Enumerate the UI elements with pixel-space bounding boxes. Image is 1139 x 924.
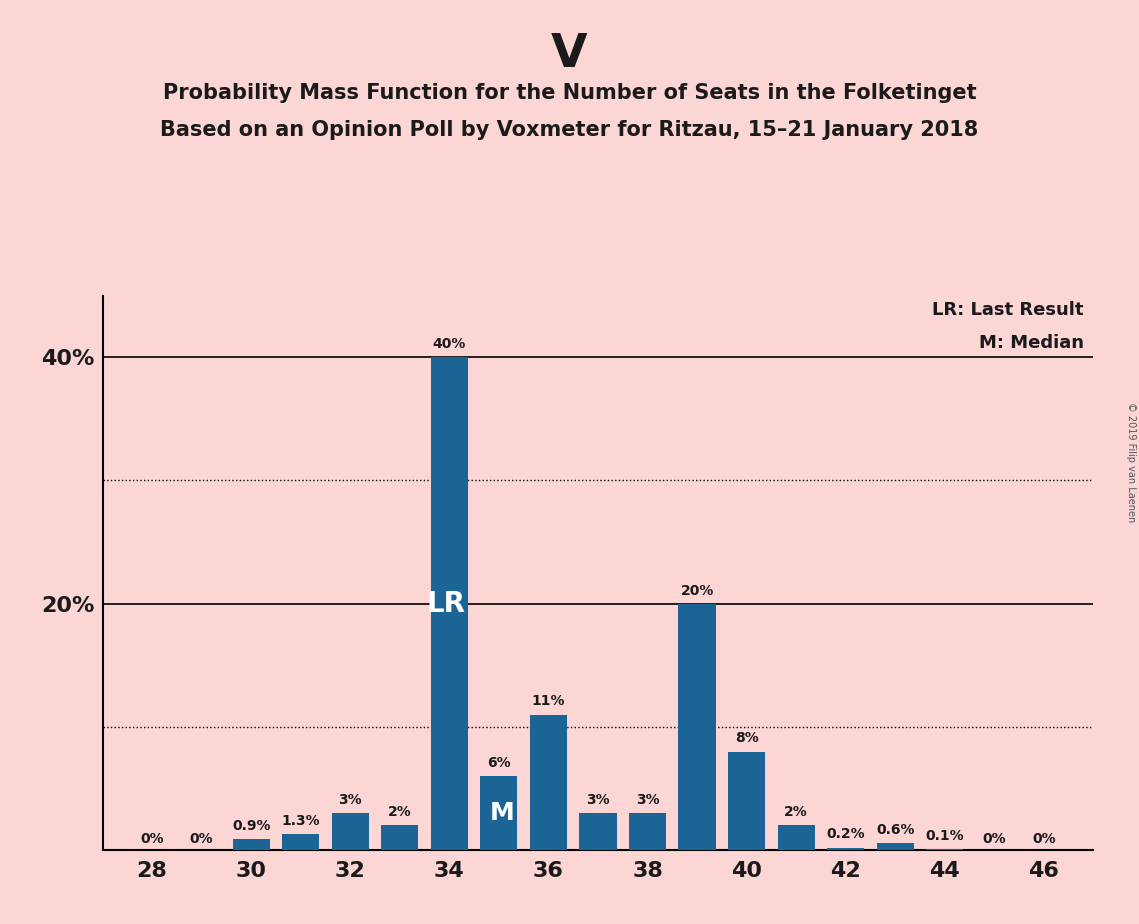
Text: 0%: 0% [983,833,1006,846]
Text: 8%: 8% [735,732,759,746]
Text: 3%: 3% [587,793,609,807]
Text: 0%: 0% [1032,833,1056,846]
Text: 2%: 2% [388,806,411,820]
Text: © 2019 Filip van Laenen: © 2019 Filip van Laenen [1125,402,1136,522]
Text: 0%: 0% [140,833,164,846]
Bar [926,849,964,850]
Text: 0.2%: 0.2% [827,828,865,842]
Bar [431,358,468,850]
Text: 20%: 20% [680,584,714,598]
Bar [629,813,666,850]
Text: 0.9%: 0.9% [232,819,270,833]
Text: 2%: 2% [785,806,808,820]
Text: Probability Mass Function for the Number of Seats in the Folketinget: Probability Mass Function for the Number… [163,83,976,103]
Bar [679,603,715,850]
Bar [232,839,270,850]
Text: 0.6%: 0.6% [876,822,915,836]
Text: M: Median: M: Median [978,334,1083,352]
Text: 0%: 0% [190,833,213,846]
Text: M: M [490,801,515,825]
Bar [530,714,567,850]
Text: 6%: 6% [487,756,510,770]
Text: 3%: 3% [636,793,659,807]
Bar [382,825,418,850]
Text: 1.3%: 1.3% [281,814,320,828]
Text: 11%: 11% [532,695,565,709]
Text: V: V [551,32,588,78]
Text: 3%: 3% [338,793,362,807]
Bar [481,776,517,850]
Bar [728,751,765,850]
Text: LR: LR [426,590,465,617]
Bar [827,847,865,850]
Bar [331,813,369,850]
Text: 0.1%: 0.1% [926,829,964,843]
Bar [282,834,319,850]
Text: LR: Last Result: LR: Last Result [932,301,1083,319]
Text: 40%: 40% [433,337,466,351]
Text: Based on an Opinion Poll by Voxmeter for Ritzau, 15–21 January 2018: Based on an Opinion Poll by Voxmeter for… [161,120,978,140]
Bar [580,813,616,850]
Bar [877,843,913,850]
Bar [778,825,814,850]
